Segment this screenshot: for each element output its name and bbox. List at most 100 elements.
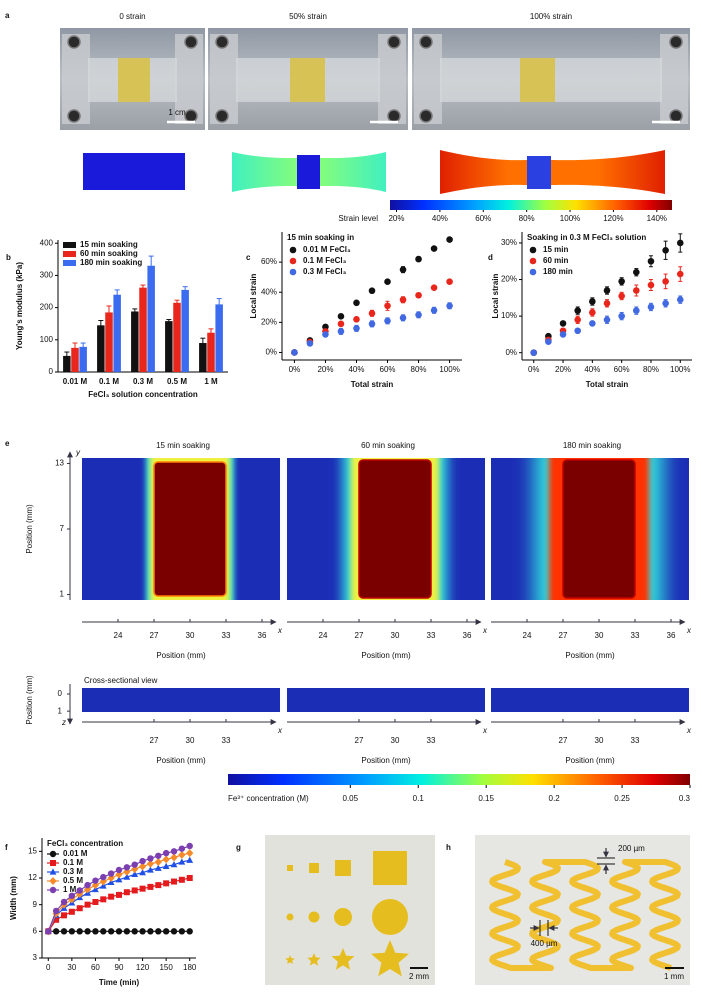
marker bbox=[100, 928, 107, 935]
gel-circle bbox=[372, 899, 408, 935]
point bbox=[662, 278, 669, 285]
core bbox=[153, 461, 227, 597]
x-tick-label: 33 bbox=[427, 631, 436, 640]
marker bbox=[139, 857, 146, 865]
point bbox=[353, 325, 360, 332]
x-axis-label: Total strain bbox=[351, 380, 394, 389]
x-axis-label: Position (mm) bbox=[156, 651, 206, 660]
marker bbox=[91, 881, 100, 890]
point bbox=[322, 331, 329, 338]
point bbox=[291, 349, 298, 356]
x-tick-label: 30 bbox=[186, 736, 195, 745]
x-axis-label: Position (mm) bbox=[156, 756, 206, 765]
y-tick-label: 13 bbox=[55, 459, 64, 468]
y-tick-label: 100 bbox=[40, 335, 54, 344]
dimension-label: 200 µm bbox=[618, 844, 645, 853]
point bbox=[618, 278, 625, 285]
colorbar-tick-label: 0.1 bbox=[413, 794, 425, 803]
clamp bbox=[62, 34, 90, 124]
point bbox=[368, 287, 376, 295]
y-tick-label: 0 bbox=[49, 367, 54, 376]
axis-name: x bbox=[277, 726, 283, 735]
point bbox=[647, 257, 655, 265]
gel-region bbox=[290, 58, 325, 102]
x-axis-label: Position (mm) bbox=[361, 756, 411, 765]
bar bbox=[207, 332, 215, 372]
point bbox=[337, 313, 345, 320]
y-tick-label: 20% bbox=[261, 317, 277, 326]
bar bbox=[147, 265, 155, 372]
marker bbox=[170, 853, 178, 862]
legend-marker bbox=[529, 268, 537, 276]
marker bbox=[171, 878, 177, 885]
legend-label: 0.01 M bbox=[63, 849, 88, 858]
marker bbox=[131, 928, 138, 935]
y-tick-label: 1 bbox=[60, 590, 65, 599]
point bbox=[399, 266, 407, 273]
y-tick-label: 7 bbox=[60, 524, 65, 533]
point bbox=[559, 331, 567, 338]
y-axis-label: Young's modulus (kPa) bbox=[15, 262, 24, 350]
panel-title: 50% strain bbox=[289, 12, 327, 21]
x-tick-label: 1 M bbox=[204, 377, 218, 386]
x-tick-label: 30 bbox=[186, 631, 195, 640]
marker bbox=[92, 928, 99, 935]
point bbox=[662, 300, 669, 307]
legend-marker bbox=[529, 246, 537, 254]
point bbox=[574, 327, 581, 335]
screw bbox=[184, 109, 198, 123]
serpentine bbox=[489, 859, 681, 971]
clamp bbox=[175, 34, 203, 124]
y-tick-label: 3 bbox=[33, 953, 38, 962]
bar bbox=[173, 302, 181, 372]
bar bbox=[113, 294, 121, 372]
heatmap-top bbox=[82, 458, 280, 600]
x-tick-label: 33 bbox=[631, 736, 640, 745]
y-tick-label: 15 bbox=[28, 846, 37, 855]
legend-marker bbox=[289, 268, 297, 276]
marker bbox=[52, 907, 60, 915]
gel-region bbox=[118, 58, 150, 102]
clamp bbox=[378, 34, 406, 124]
x-axis-label: Position (mm) bbox=[361, 651, 411, 660]
bar bbox=[131, 311, 139, 372]
marker bbox=[154, 864, 162, 871]
x-tick-label: 120 bbox=[136, 963, 150, 972]
bar bbox=[199, 343, 207, 372]
marker bbox=[108, 893, 115, 900]
axis-name: x bbox=[482, 726, 488, 735]
legend-label: 0.1 M FeCl₃ bbox=[303, 256, 347, 265]
sim-0 bbox=[83, 153, 185, 190]
gel-circle bbox=[286, 913, 294, 921]
panel-label: b bbox=[6, 253, 11, 262]
x-tick-label: 20% bbox=[555, 365, 571, 374]
diffusion bbox=[491, 688, 689, 712]
screw bbox=[669, 109, 683, 123]
legend-label: 0.3 M FeCl₃ bbox=[303, 267, 347, 276]
y-tick-label: 300 bbox=[40, 271, 54, 280]
heatmap-cross bbox=[287, 688, 485, 712]
panel-label: h bbox=[446, 843, 451, 852]
colorbar-tick-label: 40% bbox=[432, 214, 448, 223]
x-tick-label: 60 bbox=[91, 963, 100, 972]
point bbox=[368, 320, 376, 328]
bar bbox=[139, 287, 147, 372]
bar bbox=[215, 304, 223, 372]
marker bbox=[131, 861, 138, 868]
point bbox=[337, 320, 345, 328]
point bbox=[530, 349, 538, 356]
marker bbox=[162, 849, 170, 857]
marker bbox=[45, 928, 52, 935]
marker bbox=[52, 928, 60, 935]
x-axis-label: Position (mm) bbox=[565, 651, 615, 660]
x-tick-label: 33 bbox=[427, 736, 436, 745]
legend-marker bbox=[289, 246, 297, 254]
x-tick-label: 0 bbox=[46, 963, 51, 972]
point bbox=[603, 316, 611, 324]
marker bbox=[139, 928, 146, 935]
legend-label: 180 min bbox=[543, 267, 573, 276]
marker bbox=[154, 858, 162, 866]
heatmap-top bbox=[491, 458, 689, 600]
legend-swatch bbox=[63, 260, 76, 266]
panel-title: 0 strain bbox=[119, 12, 145, 21]
